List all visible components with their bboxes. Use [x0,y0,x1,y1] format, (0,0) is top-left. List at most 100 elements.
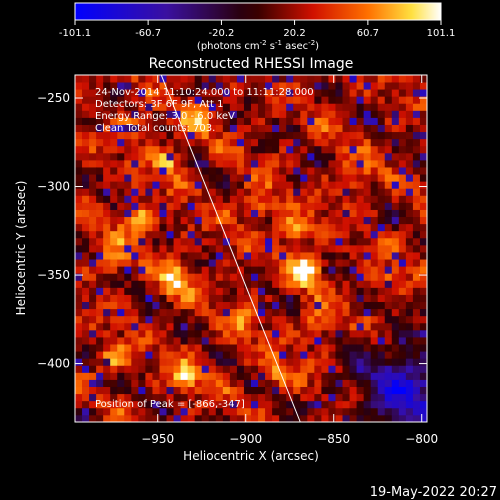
heatmap-cell [321,351,329,359]
heatmap-cell [131,103,139,111]
heatmap-cell [398,216,407,225]
heatmap-cell [243,244,252,253]
heatmap-cell [187,237,196,246]
heatmap-cell [279,351,287,359]
heatmap-cell [236,407,245,416]
heatmap-cell [194,145,203,154]
heatmap-cell [152,244,160,253]
heatmap-cell [300,103,308,111]
heatmap-cell [328,138,336,147]
heatmap-cell [265,110,273,118]
heatmap-cell [124,414,132,422]
heatmap-cell [110,337,118,345]
heatmap-cell [110,308,118,317]
heatmap-cell [145,167,153,175]
heatmap-cell [138,117,146,125]
heatmap-cell [328,159,336,168]
heatmap-cell [173,152,181,161]
heatmap-cell [279,167,287,175]
heatmap-cell [124,110,132,118]
heatmap-cell [110,124,118,133]
heatmap-cell [286,202,294,210]
heatmap-cell [131,223,139,232]
heatmap-cell [89,216,97,225]
heatmap-cell [187,117,196,125]
heatmap-cell [384,337,393,345]
heatmap-cell [173,202,181,210]
heatmap-cell [96,344,104,352]
heatmap-cell [194,407,203,416]
heatmap-cell [335,322,343,331]
heatmap-cell [110,96,118,104]
chart-title: Reconstructed RHESSI Image [149,56,354,72]
heatmap-cell [208,329,217,338]
heatmap-cell [173,280,181,288]
heatmap-cell [75,287,83,295]
heatmap-cell [279,259,287,267]
heatmap-cell [173,365,181,373]
heatmap-cell [335,188,343,196]
heatmap-cell [314,379,322,387]
heatmap-cell [265,329,273,338]
heatmap-cell [335,145,343,154]
heatmap-cell [300,188,308,196]
heatmap-cell [75,301,83,310]
heatmap-cell [173,159,181,168]
heatmap-cell [307,209,315,218]
heatmap-cell [243,344,252,352]
heatmap-cell [377,351,386,359]
heatmap-cell [363,386,372,395]
heatmap-cell [363,124,372,133]
heatmap-cell [110,167,118,175]
heatmap-cell [243,117,252,125]
heatmap-cell [180,386,189,395]
heatmap-cell [251,393,259,402]
heatmap-cell [236,223,245,232]
heatmap-cell [124,379,132,387]
heatmap-cell [103,202,111,210]
heatmap-cell [314,230,322,239]
heatmap-cell [110,152,118,161]
heatmap-cell [215,89,224,97]
heatmap-cell [307,82,315,90]
heatmap-cell [152,209,160,218]
heatmap-cell [321,223,329,232]
heatmap-cell [166,223,174,232]
heatmap-cell [412,89,421,97]
heatmap-cell [398,230,407,239]
heatmap-cell [342,103,350,111]
heatmap-cell [124,124,132,133]
heatmap-cell [314,75,322,83]
heatmap-cell [152,131,160,140]
heatmap-cell [131,259,139,267]
heatmap-cell [314,259,322,267]
heatmap-cell [96,216,104,225]
heatmap-cell [166,329,174,338]
heatmap-cell [342,315,350,324]
heatmap-cell [363,294,372,303]
heatmap-cell [314,386,322,395]
heatmap-cell [321,308,329,317]
heatmap-cell [103,386,111,395]
heatmap-cell [293,315,301,324]
colorbar-ticks: -101.1 -60.7 -20.2 20.2 60.7 101.1 [59,20,455,39]
heatmap-cell [363,152,372,161]
heatmap-cell [187,266,196,274]
heatmap-cell [349,244,357,253]
heatmap-cell [391,159,400,168]
heatmap-cell [272,386,280,395]
heatmap-cell [370,167,379,175]
heatmap-cell [229,280,238,288]
heatmap-cell [307,230,315,239]
heatmap-cell [236,315,245,324]
heatmap-cell [229,407,238,416]
heatmap-cell [194,252,203,260]
heatmap-cell [173,379,181,387]
heatmap-cell [321,315,329,324]
heatmap-cell [229,167,238,175]
heatmap-cell [370,252,379,260]
heatmap-cell [166,344,174,352]
heatmap-cell [335,159,343,168]
heatmap-cell [286,82,294,90]
heatmap-cell [124,188,132,196]
